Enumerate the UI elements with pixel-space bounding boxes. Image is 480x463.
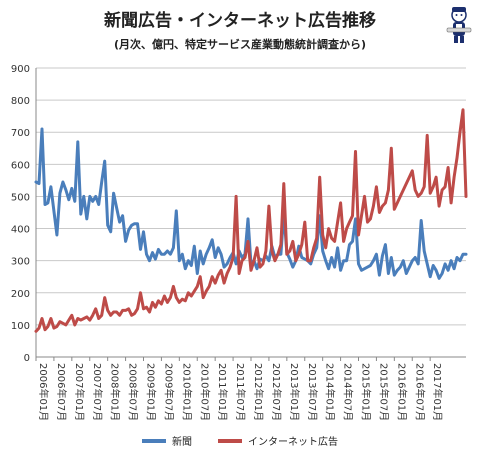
- x-tick-label: 2016年01月: [395, 363, 408, 421]
- x-tick-label: 2008年07月: [127, 363, 140, 421]
- x-tick-label: 2010年07月: [198, 363, 211, 421]
- x-tick-label: 2007年07月: [91, 363, 104, 421]
- x-tick-label: 2016年07月: [413, 363, 426, 421]
- x-tick-label: 2007年01月: [73, 363, 86, 421]
- chart-title: 新聞広告・インターネット広告推移: [104, 11, 376, 31]
- mascot-logo-icon: [446, 7, 472, 43]
- chart-subtitle: (月次、億円、特定サービス産業動態統計調査から): [113, 38, 367, 51]
- x-tick-label: 2006年01月: [37, 363, 50, 421]
- x-tick-label: 2013年07月: [306, 363, 319, 421]
- x-tick-label: 2011年01月: [216, 363, 229, 421]
- legend-label-internet: インターネット広告: [248, 437, 338, 448]
- y-tick-label: 600: [11, 160, 30, 171]
- legend-item-newspaper: 新聞: [142, 433, 192, 448]
- series-line-internet: [34, 108, 468, 333]
- x-tick-label: 2012年01月: [252, 363, 265, 421]
- y-tick-label: 100: [11, 321, 30, 332]
- x-tick-label: 2008年01月: [109, 363, 122, 421]
- y-tick-label: 0: [24, 353, 30, 364]
- legend-swatch-newspaper: [142, 438, 166, 443]
- y-tick-label: 500: [11, 192, 30, 203]
- y-tick-labels: 0 100 200 300 400 500 600 700 800 900: [11, 64, 30, 364]
- x-tick-label: 2012年07月: [270, 363, 283, 421]
- x-tick-label: 2015年07月: [377, 363, 390, 421]
- x-tick-labels: 2006年01月 2006年07月 2007年01月 2007年07月 2008年01月…: [37, 363, 444, 421]
- legend-label-newspaper: 新聞: [172, 437, 192, 448]
- y-tick-label: 300: [11, 257, 30, 268]
- x-tick-label: 2014年07月: [342, 363, 355, 421]
- legend-swatch-internet: [218, 438, 242, 443]
- y-tick-label: 700: [11, 128, 30, 139]
- legend-item-internet: インターネット広告: [218, 433, 338, 448]
- y-tick-label: 800: [11, 96, 30, 107]
- x-tick-label: 2011年07月: [234, 363, 247, 421]
- x-tick-label: 2006年07月: [55, 363, 68, 421]
- x-tick-label: 2010年01月: [180, 363, 193, 421]
- y-tick-label: 900: [11, 64, 30, 75]
- y-tick-label: 400: [11, 225, 30, 236]
- legend: 新聞 インターネット広告: [0, 433, 480, 448]
- x-tick-label: 2009年01月: [145, 363, 158, 421]
- axes: [35, 68, 466, 361]
- x-tick-label: 2013年01月: [288, 363, 301, 421]
- x-tick-label: 2015年01月: [360, 363, 373, 421]
- x-tick-label: 2017年01月: [431, 363, 444, 421]
- x-tick-label: 2009年07月: [162, 363, 175, 421]
- y-tick-label: 200: [11, 289, 30, 300]
- x-tick-label: 2014年01月: [324, 363, 337, 421]
- series-lines: [34, 108, 468, 333]
